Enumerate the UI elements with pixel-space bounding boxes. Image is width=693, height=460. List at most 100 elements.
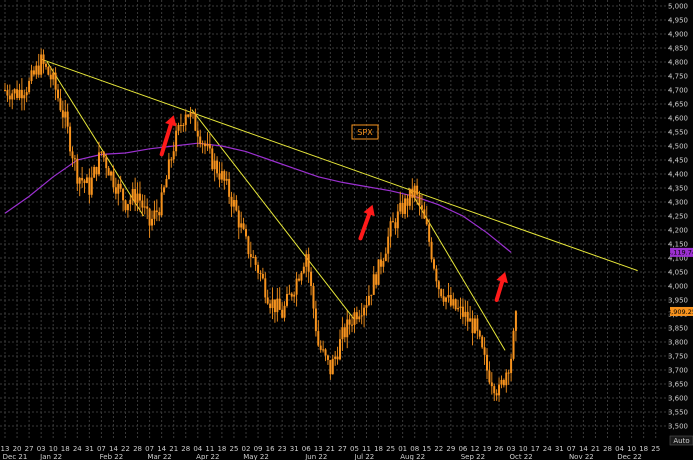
candle-body [64,111,67,118]
x-day-tick: 31 [85,445,94,453]
candle-body [312,285,315,309]
candle-body [295,278,298,295]
red-arrow-head [496,272,508,284]
x-day-tick: 31 [290,445,299,453]
candle-body [112,171,115,188]
candle-body [336,356,339,360]
y-tick-label: 3,800 [668,339,688,347]
candle-body [134,189,137,203]
x-day-tick: 10 [519,445,528,453]
candle-body [187,114,190,117]
x-day-tick: 13 [1,445,10,453]
candle-body [363,307,366,316]
candle-body [459,306,462,308]
candle-body [281,309,284,318]
candle-body [20,89,23,99]
candle-body [204,143,207,147]
x-month-label: Mar 22 [147,453,171,460]
candle-body [100,151,103,153]
price-tags: 4,119.74 3,909.25 [667,247,693,316]
y-tick-label: 4,700 [668,87,688,95]
candle-body [338,339,341,360]
y-tick-label: 3,650 [668,381,688,389]
candle-body [300,272,303,281]
candle-body [4,90,6,91]
candle-body [151,218,154,226]
x-day-tick: 10 [627,445,636,453]
candle-body [165,179,168,188]
candle-body [69,126,72,152]
candle-body [384,253,387,261]
candle-body [507,372,510,374]
candle-body [483,347,486,355]
trendline [191,109,355,320]
candle-body [172,151,175,160]
candle-body [194,113,197,131]
x-day-tick: 08 [410,445,419,453]
auto-scale-frame[interactable] [669,435,693,446]
candle-body [283,305,286,318]
candle-body [298,278,301,281]
x-day-tick: 03 [507,445,516,453]
candle-body [322,349,325,351]
candle-body [81,177,84,181]
candle-body [6,90,9,96]
candle-body [464,311,467,317]
y-tick-label: 3,950 [668,297,688,305]
candle-body [495,393,498,396]
candle-body [375,274,378,285]
candle-body [57,89,60,99]
candle-body [93,166,96,178]
red-arrow-shaft [358,212,372,241]
candle-body [179,124,182,126]
y-tick-label: 4,550 [668,129,688,137]
x-day-tick: 14 [157,445,166,453]
candle-body [449,295,452,306]
candle-body [404,198,407,214]
y-tick-label: 4,100 [668,255,688,263]
candle-body [435,268,438,282]
candle-body [351,324,354,326]
y-tick-label: 4,900 [668,31,688,39]
y-axis-panel [670,0,693,442]
candle-body [505,372,508,386]
candle-body [372,274,375,295]
candle-body [158,212,161,216]
candle-body [218,173,221,180]
x-day-tick: 16 [266,445,275,453]
candle-body [131,189,134,200]
x-day-tick: 04 [615,445,624,453]
x-day-tick: 28 [133,445,142,453]
candle-body [442,296,445,302]
x-day-tick: 10 [49,445,58,453]
x-day-tick: 21 [326,445,335,453]
y-tick-label: 4,000 [668,283,688,291]
x-day-tick: 27 [338,445,347,453]
auto-scale-button[interactable]: Auto [669,435,693,446]
candle-body [432,259,435,269]
auto-scale-label[interactable]: Auto [673,437,689,445]
candle-body [387,236,390,254]
candle-body [360,315,363,317]
gridlines [0,0,670,440]
candle-body [290,293,293,297]
candle-body [107,168,110,176]
candle-body [129,199,132,205]
spx-label: SPX [357,128,373,137]
price-candles [4,48,517,402]
candle-body [416,185,419,195]
x-month-label: Apr 22 [196,453,219,460]
candle-body [105,157,108,169]
candle-body [122,188,125,201]
x-day-tick: 31 [555,445,564,453]
candle-body [30,70,33,82]
x-month-label: Nov 22 [569,453,594,460]
candle-body [54,72,57,90]
x-day-tick: 18 [639,445,648,453]
candle-body [471,318,474,334]
x-day-tick: 06 [302,445,311,453]
y-tick-label: 3,600 [668,395,688,403]
candle-body [191,112,194,114]
candle-body [264,278,267,298]
